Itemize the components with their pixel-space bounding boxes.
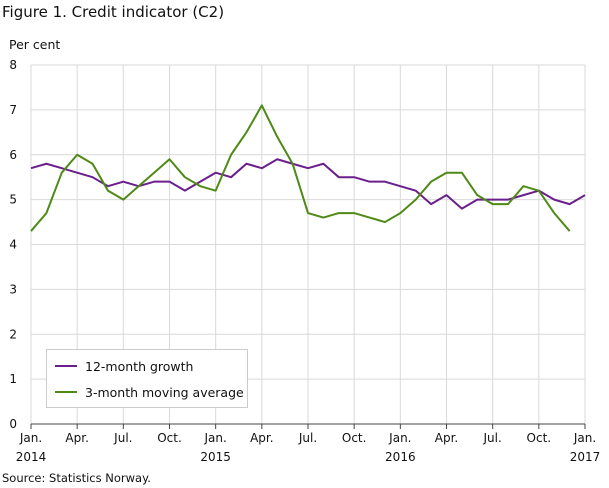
x-tick-label: Apr. — [65, 431, 88, 445]
y-tick-label: 1 — [9, 372, 17, 386]
legend-item-12-month-growth: 12-month growth — [55, 358, 193, 374]
y-tick-label: 6 — [9, 148, 17, 162]
x-tick-labels: Jan. 2014 Apr. Jul. Oct. Jan. 2015 Apr. Jul. Oct.… — [16, 431, 601, 464]
series-lines — [30, 104, 586, 232]
series-line-12-month-growth — [30, 158, 586, 210]
x-tick-label: Jul. — [483, 431, 502, 445]
chart-title: Figure 1. Credit indicator (C2) — [2, 3, 225, 21]
legend-label-3-month-moving-average: 3-month moving average — [85, 384, 244, 400]
x-tick-label: Jan. — [388, 431, 411, 445]
x-tick-label: Apr. — [250, 431, 273, 445]
y-tick-label: 7 — [9, 103, 17, 117]
y-tick-labels: 0 1 2 3 4 5 6 7 8 — [9, 58, 17, 431]
legend-item-3-month-moving-average: 3-month moving average — [55, 384, 244, 400]
x-tick-label: Jan. — [204, 431, 227, 445]
legend-label-12-month-growth: 12-month growth — [85, 358, 194, 374]
x-tick-label: Apr. — [435, 431, 458, 445]
x-tick-label: Jul. — [298, 431, 317, 445]
y-tick-label: 0 — [9, 417, 17, 431]
y-tick-label: 8 — [9, 58, 17, 72]
x-tick-label: Oct. — [342, 431, 367, 445]
y-axis-unit-label: Per cent — [9, 37, 61, 52]
y-tick-label: 3 — [9, 282, 17, 296]
x-tick-label: Oct. — [527, 431, 552, 445]
source-note: Source: Statistics Norway. — [2, 471, 151, 485]
legend-swatch-12-month-growth — [55, 365, 77, 367]
y-tick-label: 2 — [9, 327, 17, 341]
legend-swatch-3-month-moving-average — [55, 391, 77, 393]
x-tick-year-label: 2015 — [200, 450, 231, 464]
series-line-3-month-moving-average — [30, 104, 571, 232]
x-tick-label: Oct. — [157, 431, 182, 445]
x-tick-label: Jan. — [573, 431, 596, 445]
x-tick-year-label: 2014 — [16, 450, 47, 464]
legend: 12-month growth 3-month moving average — [46, 349, 248, 408]
x-tick-year-label: 2016 — [385, 450, 416, 464]
x-tick-year-label: 2017 — [570, 450, 601, 464]
y-tick-label: 4 — [9, 238, 17, 252]
y-tick-label: 5 — [9, 193, 17, 207]
x-tick-label: Jan. — [19, 431, 42, 445]
grid-lines — [30, 64, 586, 429]
x-tick-label: Jul. — [113, 431, 132, 445]
